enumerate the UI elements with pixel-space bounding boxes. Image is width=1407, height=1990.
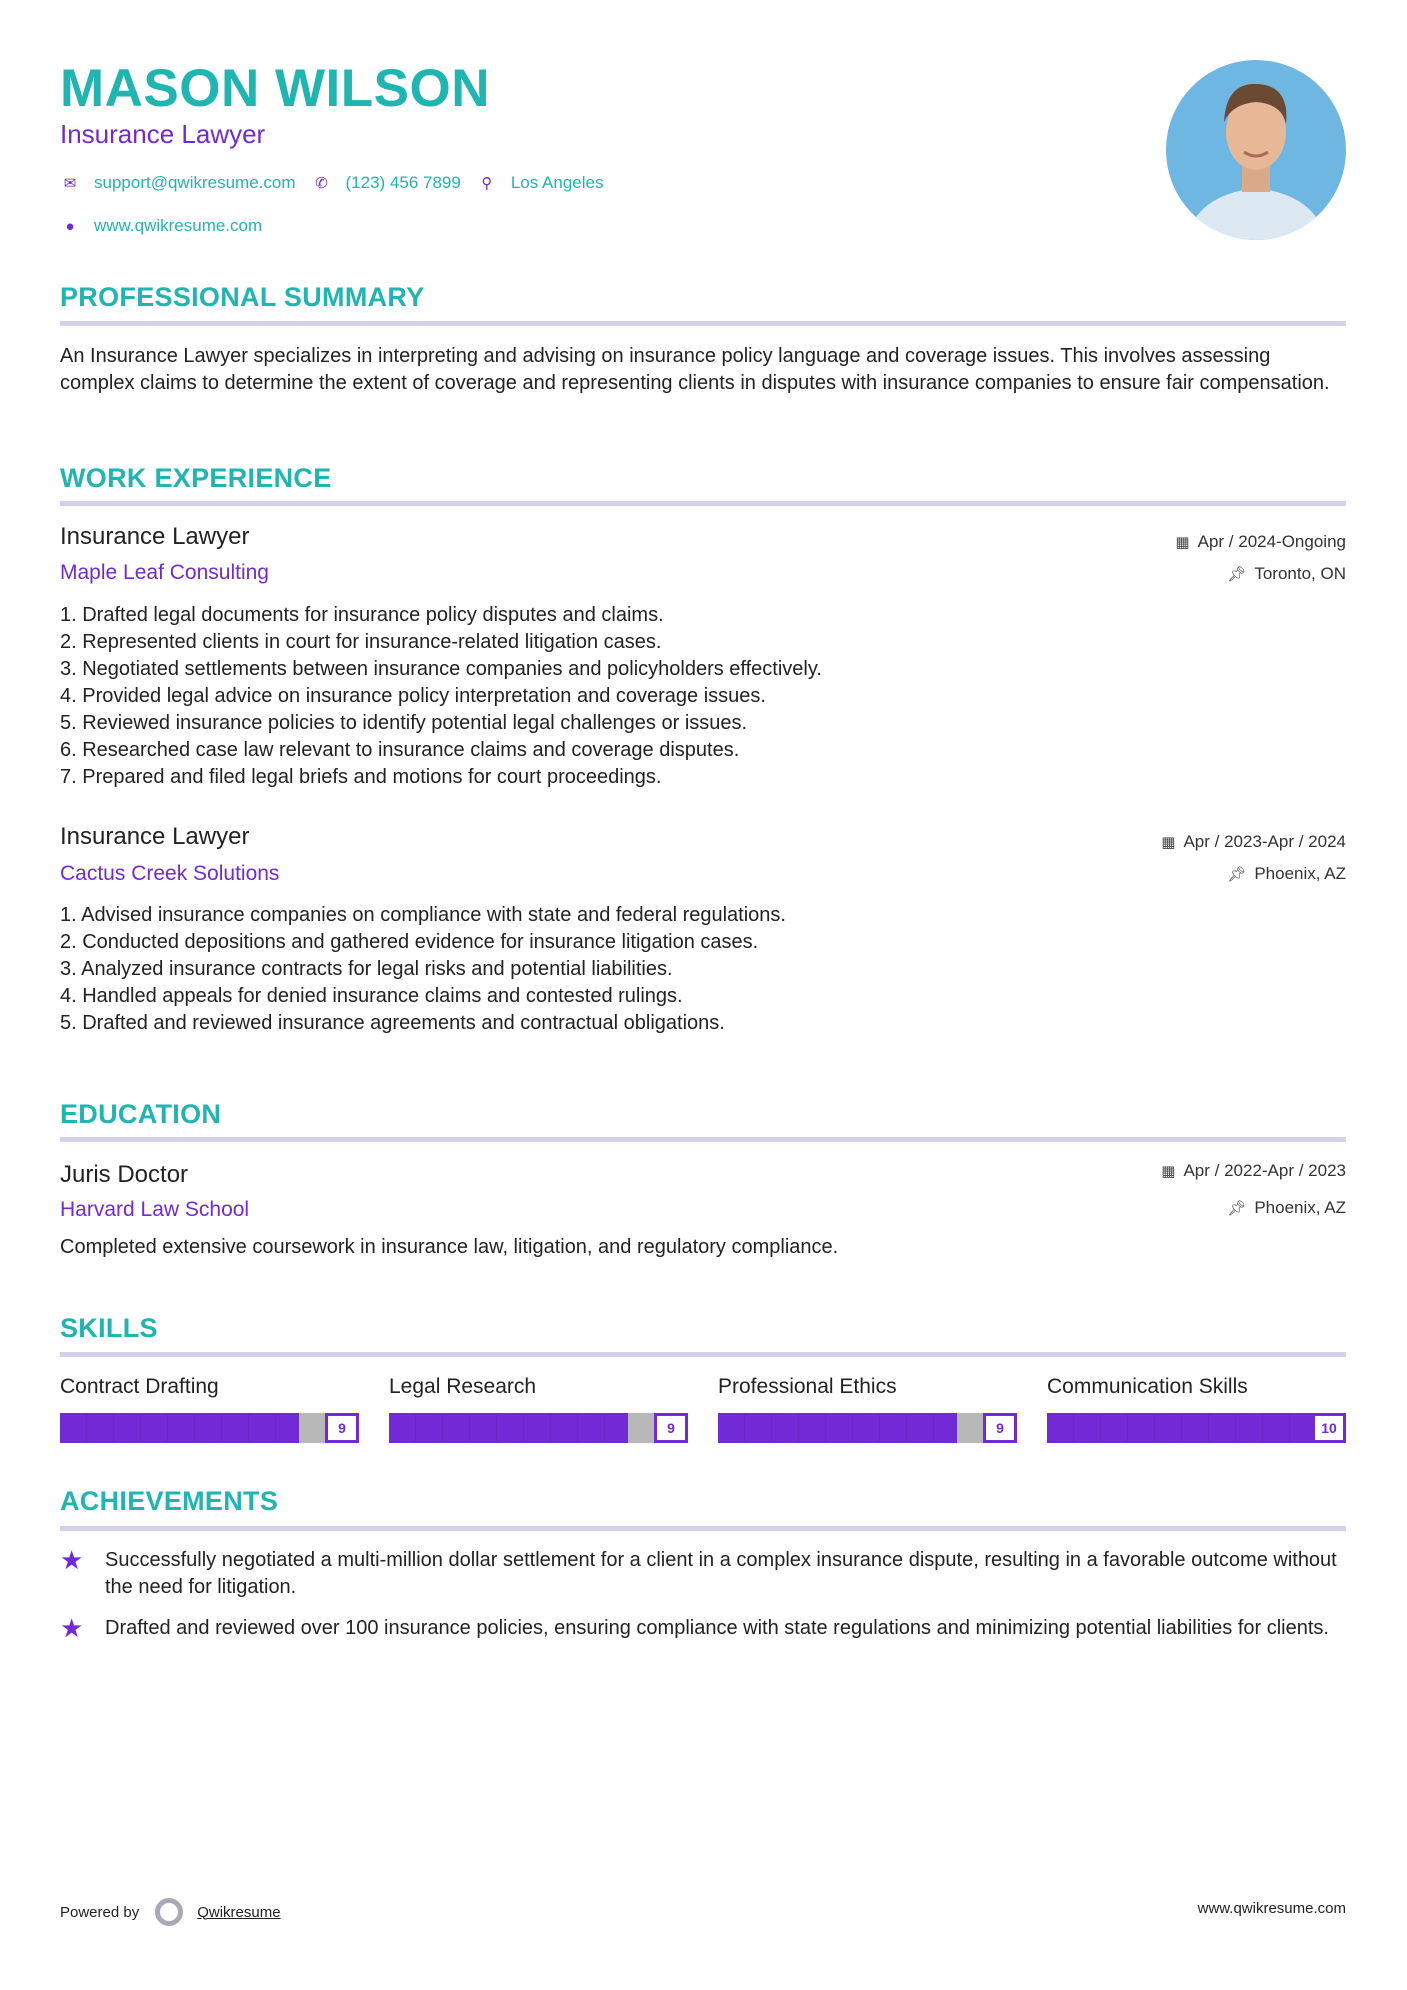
email-link[interactable]: support@qwikresume.com	[94, 173, 296, 192]
skill-item: Communication Skills 10	[1047, 1375, 1346, 1443]
education-location: 📌︎ Phoenix, AZ	[1227, 1198, 1346, 1218]
list-item: 7. Prepared and filed legal briefs and m…	[60, 766, 662, 788]
website-link[interactable]: www.qwikresume.com	[94, 216, 263, 235]
list-item: 3. Analyzed insurance contracts for lega…	[60, 958, 673, 980]
company-name: Cactus Creek Solutions	[60, 862, 280, 885]
list-item: 4. Provided legal advice on insurance po…	[60, 685, 766, 707]
website-row: ● www.qwikresume.com	[60, 216, 262, 236]
education-heading: EDUCATION	[60, 1099, 222, 1129]
skill-name: Legal Research	[389, 1375, 537, 1398]
skill-item: Contract Drafting 9	[60, 1375, 359, 1443]
divider	[60, 1526, 1346, 1531]
summary-heading: PROFESSIONAL SUMMARY	[60, 282, 425, 312]
skill-name: Professional Ethics	[718, 1375, 897, 1398]
skill-item: Professional Ethics 9	[718, 1375, 1017, 1443]
achievement-item: ★ Drafted and reviewed over 100 insurance…	[60, 1615, 1350, 1642]
list-item: 1. Advised insurance companies on compli…	[60, 904, 786, 926]
experience-heading: WORK EXPERIENCE	[60, 463, 332, 493]
dates-text: Apr / 2024-Ongoing	[1197, 532, 1346, 551]
achievement-item: ★ Successfully negotiated a multi-million…	[60, 1547, 1350, 1601]
divider	[60, 501, 1346, 506]
list-item: 6. Researched case law relevant to insur…	[60, 739, 740, 761]
globe-icon: ●	[65, 217, 75, 235]
skill-level: 10	[1312, 1413, 1346, 1443]
profile-photo	[1166, 60, 1346, 240]
envelope-icon: ✉	[63, 175, 77, 192]
candidate-name: MASON WILSON	[60, 59, 490, 118]
education-description: Completed extensive coursework in insura…	[60, 1236, 839, 1258]
calendar-icon: ▦	[1175, 534, 1190, 551]
phone-icon: ✆	[315, 175, 328, 192]
job-bullets: 1. Advised insurance companies on compli…	[60, 902, 786, 1037]
location-text: Phoenix, AZ	[1254, 864, 1346, 883]
footer-website[interactable]: www.qwikresume.com	[1197, 1900, 1346, 1917]
divider	[60, 321, 1346, 326]
skill-name: Contract Drafting	[60, 1375, 219, 1398]
list-item: 4. Handled appeals for denied insurance …	[60, 985, 683, 1007]
divider	[60, 1352, 1346, 1357]
powered-by-text: Powered by	[60, 1903, 140, 1921]
skill-level: 9	[325, 1413, 359, 1443]
job-location: 📌︎ Toronto, ON	[1227, 564, 1346, 584]
skills-heading: SKILLS	[60, 1313, 158, 1343]
pin-icon: 📌︎	[1227, 1200, 1247, 1217]
job-title: Insurance Lawyer	[60, 523, 250, 550]
phone-text: (123) 456 7899	[345, 173, 461, 192]
list-item: 5. Drafted and reviewed insurance agreem…	[60, 1012, 725, 1034]
job-dates: ▦ Apr / 2023-Apr / 2024	[1161, 832, 1346, 852]
job-dates: ▦ Apr / 2024-Ongoing	[1175, 532, 1346, 552]
map-marker-icon: ⚲	[481, 175, 493, 192]
candidate-title: Insurance Lawyer	[60, 119, 266, 149]
qwikresume-logo-icon	[155, 1898, 184, 1926]
company-name: Maple Leaf Consulting	[60, 561, 269, 584]
star-icon: ★	[60, 1613, 84, 1643]
dates-text: Apr / 2022-Apr / 2023	[1183, 1161, 1346, 1180]
skill-name: Communication Skills	[1047, 1375, 1248, 1398]
qwikresume-link[interactable]: Qwikresume	[197, 1903, 281, 1921]
skill-fill	[60, 1413, 300, 1443]
pin-icon: 📌︎	[1227, 566, 1247, 583]
school-name: Harvard Law School	[60, 1198, 250, 1221]
contact-row: ✉ support@qwikresume.com ✆ (123) 456 789…	[60, 173, 604, 193]
degree: Juris Doctor	[60, 1161, 189, 1188]
education-dates: ▦ Apr / 2022-Apr / 2023	[1161, 1161, 1346, 1181]
skill-fill	[718, 1413, 958, 1443]
list-item: 1. Drafted legal documents for insurance…	[60, 604, 664, 626]
location-text: Los Angeles	[510, 173, 604, 192]
job-bullets: 1. Drafted legal documents for insurance…	[60, 602, 822, 791]
achievement-text: Drafted and reviewed over 100 insurance …	[105, 1617, 1329, 1639]
skill-level: 9	[654, 1413, 688, 1443]
star-icon: ★	[60, 1545, 84, 1575]
calendar-icon: ▦	[1161, 1163, 1176, 1180]
location-text: Toronto, ON	[1254, 564, 1346, 583]
achievement-text: Successfully negotiated a multi-million …	[105, 1549, 1337, 1598]
list-item: 5. Reviewed insurance policies to identi…	[60, 712, 748, 734]
calendar-icon: ▦	[1161, 834, 1176, 851]
skill-bar: 9	[60, 1413, 359, 1443]
skill-bar: 9	[718, 1413, 1017, 1443]
divider	[60, 1137, 1346, 1142]
job-title: Insurance Lawyer	[60, 823, 250, 850]
list-item: 3. Negotiated settlements between insura…	[60, 658, 822, 680]
skill-level: 9	[983, 1413, 1017, 1443]
dates-text: Apr / 2023-Apr / 2024	[1183, 832, 1346, 851]
skill-item: Legal Research 9	[389, 1375, 688, 1443]
achievements-heading: ACHIEVEMENTS	[60, 1486, 279, 1516]
job-location: 📌︎ Phoenix, AZ	[1227, 864, 1346, 884]
skill-fill	[1047, 1413, 1316, 1443]
skill-fill	[389, 1413, 629, 1443]
pin-icon: 📌︎	[1227, 866, 1247, 883]
skill-bar: 10	[1047, 1413, 1346, 1443]
list-item: 2. Represented clients in court for insu…	[60, 631, 662, 653]
skill-bar: 9	[389, 1413, 688, 1443]
location-text: Phoenix, AZ	[1254, 1198, 1346, 1217]
summary-text: An Insurance Lawyer specializes in inter…	[60, 345, 1330, 394]
footer-powered-by: Powered by Qwikresume	[60, 1898, 281, 1926]
list-item: 2. Conducted depositions and gathered ev…	[60, 931, 759, 953]
